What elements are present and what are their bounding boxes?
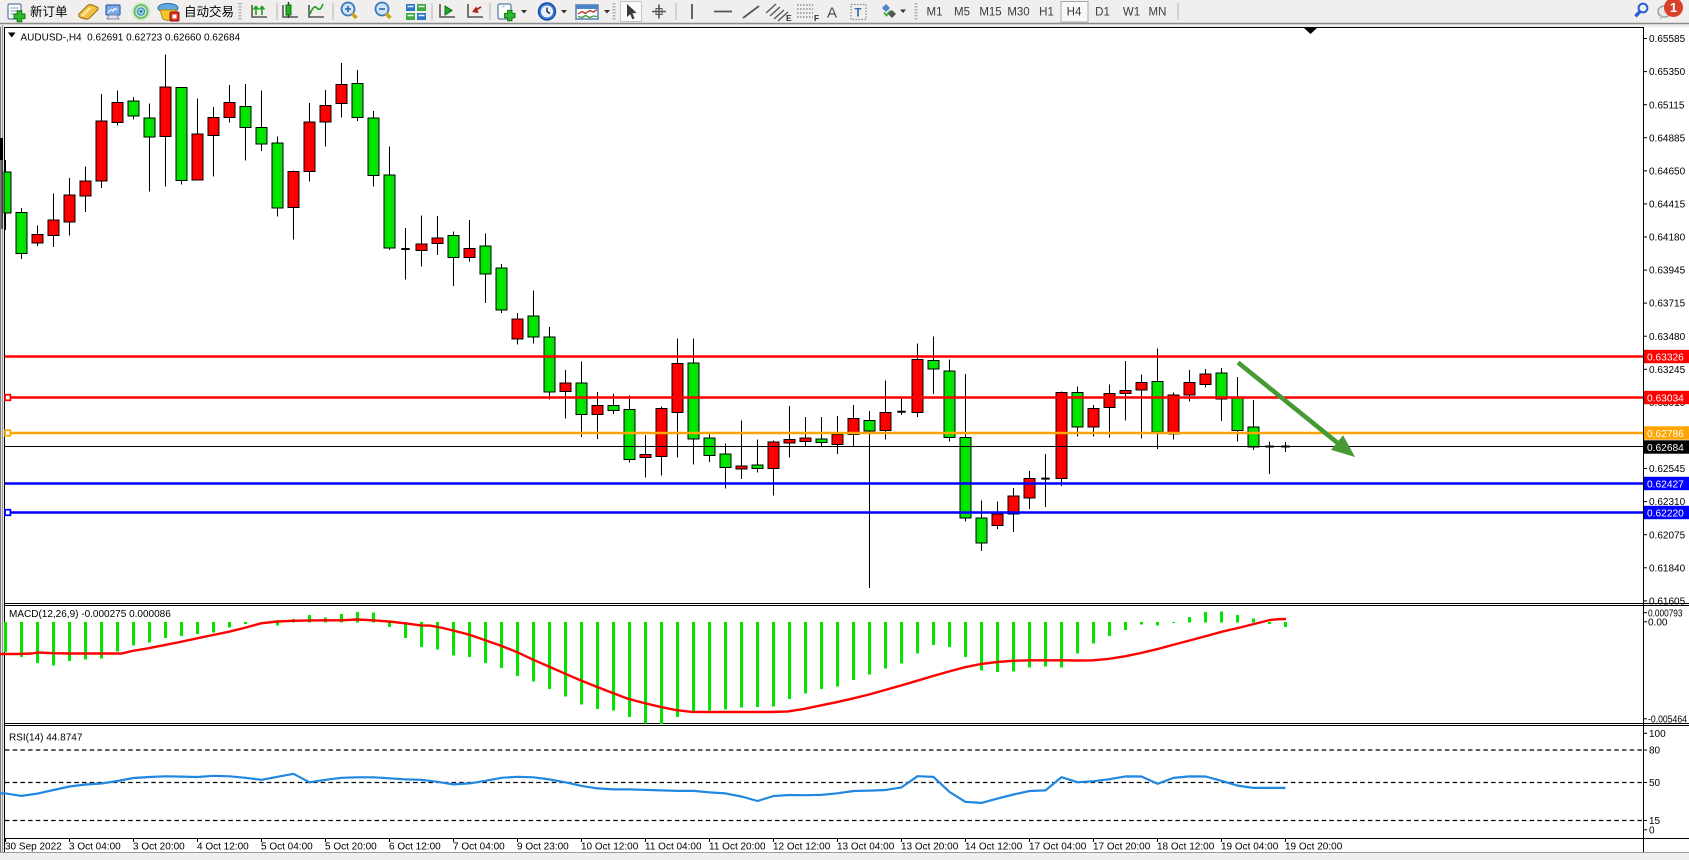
svg-text:0.65585: 0.65585 <box>1649 34 1686 45</box>
svg-text:5 Oct 20:00: 5 Oct 20:00 <box>325 842 377 853</box>
svg-text:0.64180: 0.64180 <box>1649 233 1686 244</box>
svg-text:F: F <box>814 13 819 23</box>
svg-text:0.62545: 0.62545 <box>1649 464 1686 475</box>
svg-text:80: 80 <box>1649 746 1661 757</box>
svg-text:MACD(12,26,9) -0.000275 0.0000: MACD(12,26,9) -0.000275 0.000086 <box>9 609 171 620</box>
svg-text:0.64885: 0.64885 <box>1649 133 1686 144</box>
svg-text:-0.005464: -0.005464 <box>1648 714 1687 725</box>
svg-text:0.61840: 0.61840 <box>1649 563 1686 574</box>
svg-text:AUDUSD-,H4 0.62691 0.62723 0.: AUDUSD-,H4 0.62691 0.62723 0.62660 0.626… <box>21 33 241 44</box>
svg-text:7 Oct 04:00: 7 Oct 04:00 <box>453 842 505 853</box>
svg-text:E: E <box>786 13 792 23</box>
svg-text:0.000793: 0.000793 <box>1648 608 1683 619</box>
svg-text:14 Oct 12:00: 14 Oct 12:00 <box>965 842 1023 853</box>
svg-text:19 Oct 20:00: 19 Oct 20:00 <box>1285 842 1343 853</box>
svg-text:0.61605: 0.61605 <box>1649 597 1686 608</box>
svg-text:11 Oct 04:00: 11 Oct 04:00 <box>645 842 702 853</box>
svg-text:17 Oct 04:00: 17 Oct 04:00 <box>1029 842 1087 853</box>
svg-text:18 Oct 12:00: 18 Oct 12:00 <box>1157 842 1215 853</box>
svg-text:M1: M1 <box>927 7 943 19</box>
svg-text:0.62427: 0.62427 <box>1647 479 1684 490</box>
svg-text:0.65350: 0.65350 <box>1649 67 1686 78</box>
svg-text:0.63945: 0.63945 <box>1649 266 1686 277</box>
svg-text:0.62786: 0.62786 <box>1647 429 1684 440</box>
svg-text:3 Oct 20:00: 3 Oct 20:00 <box>133 842 185 853</box>
svg-text:15: 15 <box>1649 816 1661 827</box>
svg-text:10 Oct 12:00: 10 Oct 12:00 <box>581 842 639 853</box>
svg-text:4 Oct 12:00: 4 Oct 12:00 <box>197 842 249 853</box>
svg-text:19 Oct 04:00: 19 Oct 04:00 <box>1221 842 1279 853</box>
svg-text:0.63245: 0.63245 <box>1649 365 1686 376</box>
svg-text:13 Oct 04:00: 13 Oct 04:00 <box>837 842 895 853</box>
svg-text:M30: M30 <box>1007 7 1029 19</box>
svg-text:W1: W1 <box>1123 7 1140 19</box>
svg-text:17 Oct 20:00: 17 Oct 20:00 <box>1093 842 1151 853</box>
svg-text:13 Oct 20:00: 13 Oct 20:00 <box>901 842 959 853</box>
svg-text:3 Oct 04:00: 3 Oct 04:00 <box>69 842 121 853</box>
svg-text:T: T <box>855 8 862 20</box>
svg-text:0.62075: 0.62075 <box>1649 530 1686 541</box>
svg-text:0.64650: 0.64650 <box>1649 166 1686 177</box>
svg-text:H4: H4 <box>1067 7 1082 19</box>
svg-text:9 Oct 23:00: 9 Oct 23:00 <box>517 842 569 853</box>
svg-text:5 Oct 04:00: 5 Oct 04:00 <box>261 842 313 853</box>
svg-text:12 Oct 12:00: 12 Oct 12:00 <box>773 842 831 853</box>
svg-text:0.62220: 0.62220 <box>1647 508 1684 519</box>
svg-text:0.62310: 0.62310 <box>1649 497 1686 508</box>
svg-text:1: 1 <box>1670 0 1677 15</box>
svg-text:自动交易: 自动交易 <box>184 4 234 19</box>
svg-text:MN: MN <box>1149 7 1167 19</box>
svg-text:100: 100 <box>1649 729 1666 740</box>
svg-text:0: 0 <box>1649 825 1655 836</box>
svg-text:50: 50 <box>1649 778 1661 789</box>
svg-text:6 Oct 12:00: 6 Oct 12:00 <box>389 842 441 853</box>
svg-text:0.64415: 0.64415 <box>1649 200 1686 211</box>
svg-text:M5: M5 <box>954 7 970 19</box>
svg-text:A: A <box>827 5 837 22</box>
svg-text:30 Sep 2022: 30 Sep 2022 <box>5 842 62 853</box>
svg-text:H1: H1 <box>1039 7 1054 19</box>
svg-text:11 Oct 20:00: 11 Oct 20:00 <box>709 842 766 853</box>
svg-text:0.63480: 0.63480 <box>1649 332 1686 343</box>
svg-text:0.62684: 0.62684 <box>1647 443 1684 454</box>
svg-text:0.00: 0.00 <box>1648 617 1668 628</box>
svg-text:0.63326: 0.63326 <box>1647 352 1684 363</box>
svg-text:0.63034: 0.63034 <box>1647 393 1684 404</box>
svg-text:D1: D1 <box>1095 7 1110 19</box>
svg-text:RSI(14) 44.8747: RSI(14) 44.8747 <box>9 733 83 744</box>
svg-text:新订单: 新订单 <box>30 4 68 19</box>
svg-text:0.63715: 0.63715 <box>1649 299 1686 310</box>
svg-text:M15: M15 <box>979 7 1001 19</box>
svg-text:0.65115: 0.65115 <box>1649 100 1685 111</box>
